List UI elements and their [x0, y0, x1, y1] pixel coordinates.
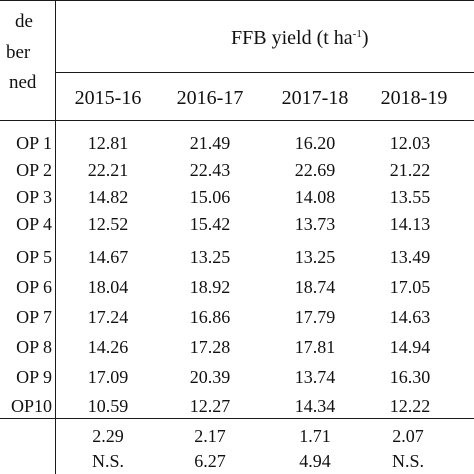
- value-cell: 13.25: [189, 247, 231, 267]
- row-label: OP 1: [16, 133, 52, 153]
- year-header-2018-19: 2018-19: [380, 87, 448, 109]
- value-cell: 20.39: [189, 367, 231, 387]
- year-header-2016-17: 2016-17: [176, 87, 244, 109]
- value-cell: 16.30: [389, 367, 431, 387]
- value-cell: 12.22: [389, 396, 431, 416]
- value-cell: 14.13: [389, 214, 431, 234]
- value-cell: 14.63: [389, 307, 431, 327]
- footer-cell: 2.29: [92, 426, 124, 446]
- value-cell: 17.24: [87, 307, 129, 327]
- footer-cell: 6.27: [194, 451, 226, 471]
- value-cell: 12.27: [189, 396, 231, 416]
- footer-row: N.S. 6.27 4.94 N.S.: [0, 450, 474, 472]
- value-cell: 13.55: [389, 187, 431, 207]
- yield-header-text: FFB yield (t ha: [231, 27, 353, 49]
- yield-header: FFB yield (t ha-1): [231, 27, 369, 49]
- yield-header-close: ): [361, 27, 369, 49]
- left-header-line-3: ned: [9, 72, 37, 93]
- value-cell: 10.59: [87, 396, 129, 416]
- table-row: OP10 10.59 12.27 14.34 12.22: [0, 395, 474, 417]
- row-label: OP 2: [16, 160, 52, 180]
- left-column-divider: [55, 0, 57, 474]
- value-cell: 17.81: [294, 337, 336, 357]
- row-label: OP 8: [16, 337, 52, 357]
- footer-cell: N.S.: [391, 451, 424, 471]
- value-cell: 15.42: [189, 214, 231, 234]
- year-header-2015-16: 2015-16: [74, 87, 142, 109]
- footer-cell: 2.17: [194, 426, 226, 446]
- subheader-rule: [56, 72, 474, 74]
- footer-cell: N.S.: [91, 451, 124, 471]
- footer-row: 2.29 2.17 1.71 2.07: [0, 425, 474, 447]
- value-cell: 17.09: [87, 367, 129, 387]
- table-row: OP 4 12.52 15.42 13.73 14.13: [0, 213, 474, 235]
- row-label: OP 4: [16, 214, 52, 234]
- value-cell: 14.34: [294, 396, 336, 416]
- year-header-2017-18: 2017-18: [281, 87, 349, 109]
- table-row: OP 7 17.24 16.86 17.79 14.63: [0, 306, 474, 328]
- footer-cell: 1.71: [299, 426, 331, 446]
- table-row: OP 9 17.09 20.39 13.74 16.30: [0, 366, 474, 388]
- value-cell: 14.26: [87, 337, 129, 357]
- value-cell: 17.28: [189, 337, 231, 357]
- table-row: OP 1 12.81 21.49 16.20 12.03: [0, 132, 474, 154]
- value-cell: 16.20: [294, 133, 336, 153]
- row-label: OP 5: [16, 247, 52, 267]
- value-cell: 14.67: [87, 247, 129, 267]
- value-cell: 12.03: [389, 133, 431, 153]
- value-cell: 13.73: [294, 214, 336, 234]
- value-cell: 14.94: [389, 337, 431, 357]
- value-cell: 16.86: [189, 307, 231, 327]
- row-label: OP 6: [16, 277, 52, 297]
- value-cell: 13.25: [294, 247, 336, 267]
- row-label: OP 9: [16, 367, 52, 387]
- value-cell: 22.43: [189, 160, 231, 180]
- top-rule: [0, 0, 474, 2]
- value-cell: 17.05: [389, 277, 431, 297]
- value-cell: 14.82: [87, 187, 129, 207]
- footer-cell: 2.07: [392, 426, 424, 446]
- yield-header-unit-exponent: -1: [352, 28, 362, 40]
- value-cell: 21.49: [189, 133, 231, 153]
- value-cell: 22.21: [87, 160, 129, 180]
- value-cell: 12.81: [87, 133, 129, 153]
- left-header-line-2: ber: [6, 42, 31, 63]
- value-cell: 13.49: [389, 247, 431, 267]
- value-cell: 18.04: [87, 277, 129, 297]
- value-cell: 12.52: [87, 214, 129, 234]
- table-row: OP 8 14.26 17.28 17.81 14.94: [0, 336, 474, 358]
- row-label: OP10: [10, 396, 52, 416]
- row-label: OP 3: [16, 187, 52, 207]
- header-bottom-rule: [0, 120, 474, 122]
- footer-cell: 4.94: [299, 451, 331, 471]
- value-cell: 21.22: [389, 160, 431, 180]
- value-cell: 15.06: [189, 187, 231, 207]
- value-cell: 18.74: [294, 277, 336, 297]
- value-cell: 14.08: [294, 187, 336, 207]
- table-row: OP 5 14.67 13.25 13.25 13.49: [0, 246, 474, 268]
- value-cell: 17.79: [294, 307, 336, 327]
- table-row: OP 6 18.04 18.92 18.74 17.05: [0, 276, 474, 298]
- value-cell: 22.69: [294, 160, 336, 180]
- footer-top-rule: [0, 418, 474, 420]
- value-cell: 18.92: [189, 277, 231, 297]
- value-cell: 13.74: [294, 367, 336, 387]
- table-row: OP 2 22.21 22.43 22.69 21.22: [0, 159, 474, 181]
- row-label: OP 7: [16, 307, 52, 327]
- left-header-line-1: de: [15, 11, 33, 32]
- table-row: OP 3 14.82 15.06 14.08 13.55: [0, 186, 474, 208]
